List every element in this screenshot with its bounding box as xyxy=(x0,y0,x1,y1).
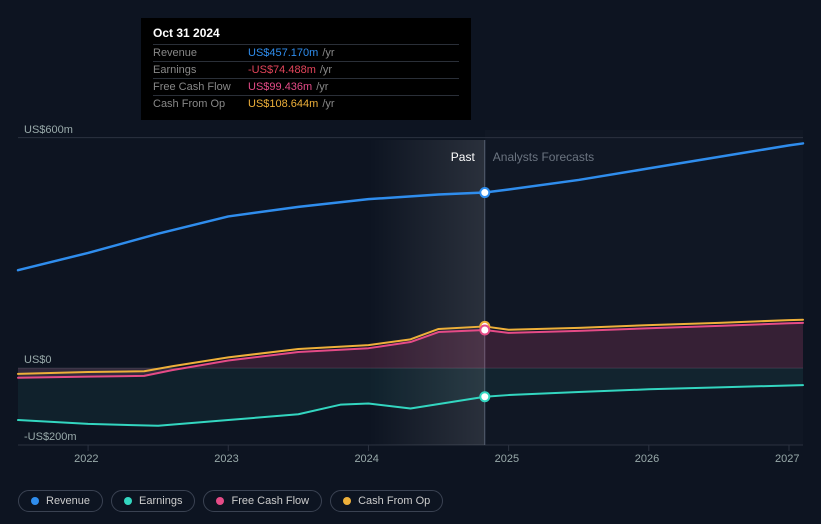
legend-item-cash_from_op[interactable]: Cash From Op xyxy=(330,490,443,512)
tooltip: Oct 31 2024 RevenueUS$457.170m/yrEarning… xyxy=(141,18,471,120)
tooltip-label: Free Cash Flow xyxy=(153,81,248,93)
region-label-past: Past xyxy=(451,150,475,164)
tooltip-label: Revenue xyxy=(153,47,248,59)
legend-item-revenue[interactable]: Revenue xyxy=(18,490,103,512)
legend-marker xyxy=(124,497,132,505)
legend-label: Cash From Op xyxy=(358,495,430,507)
tooltip-row: Cash From OpUS$108.644m/yr xyxy=(153,95,459,112)
legend-marker xyxy=(31,497,39,505)
tooltip-value: US$99.436m xyxy=(248,81,312,93)
tooltip-row: Earnings-US$74.488m/yr xyxy=(153,61,459,78)
legend-label: Free Cash Flow xyxy=(231,495,309,507)
x-axis-label: 2022 xyxy=(74,453,98,465)
y-axis-label: US$600m xyxy=(24,124,73,136)
legend-item-free_cash_flow[interactable]: Free Cash Flow xyxy=(203,490,322,512)
legend-label: Earnings xyxy=(139,495,182,507)
tooltip-value: US$457.170m xyxy=(248,47,318,59)
legend-label: Revenue xyxy=(46,495,90,507)
x-axis-label: 2027 xyxy=(775,453,799,465)
tooltip-unit: /yr xyxy=(322,98,334,110)
tooltip-unit: /yr xyxy=(316,81,328,93)
tooltip-unit: /yr xyxy=(320,64,332,76)
x-axis-label: 2024 xyxy=(354,453,378,465)
legend-marker xyxy=(216,497,224,505)
tooltip-value: -US$74.488m xyxy=(248,64,316,76)
tooltip-title: Oct 31 2024 xyxy=(153,26,459,40)
tooltip-row: RevenueUS$457.170m/yr xyxy=(153,44,459,61)
legend-marker xyxy=(343,497,351,505)
tooltip-label: Cash From Op xyxy=(153,98,248,110)
x-axis-label: 2026 xyxy=(635,453,659,465)
x-axis-label: 2023 xyxy=(214,453,238,465)
legend: Revenue Earnings Free Cash Flow Cash From O… xyxy=(18,490,443,512)
y-axis-label: US$0 xyxy=(24,354,52,366)
tooltip-value: US$108.644m xyxy=(248,98,318,110)
tooltip-label: Earnings xyxy=(153,64,248,76)
tooltip-unit: /yr xyxy=(322,47,334,59)
region-label-forecast: Analysts Forecasts xyxy=(493,150,594,164)
x-axis-label: 2025 xyxy=(495,453,519,465)
tooltip-row: Free Cash FlowUS$99.436m/yr xyxy=(153,78,459,95)
legend-item-earnings[interactable]: Earnings xyxy=(111,490,195,512)
y-axis-label: -US$200m xyxy=(24,431,77,443)
